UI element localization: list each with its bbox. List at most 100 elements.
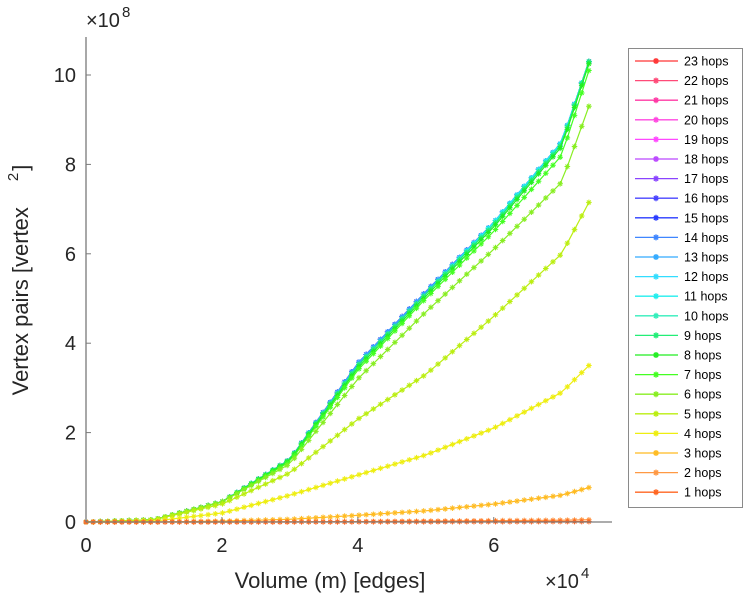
data-point-marker (435, 283, 441, 290)
data-point-marker (428, 304, 434, 311)
data-point-marker (241, 486, 247, 493)
data-point-marker (521, 216, 528, 223)
data-point-marker (384, 396, 391, 403)
legend-item: 4 hops (635, 427, 722, 441)
data-point-marker (442, 276, 449, 283)
y-tick-label: 0 (65, 512, 76, 534)
legend-marker-icon (653, 273, 659, 280)
series-line (85, 61, 590, 523)
data-point-marker (370, 467, 377, 474)
data-point-marker (578, 213, 585, 219)
data-point-marker (370, 406, 377, 412)
x-multiplier-exp: 4 (581, 565, 589, 582)
data-point-marker (320, 419, 326, 426)
legend-marker-icon (653, 97, 659, 104)
data-point-marker (471, 244, 477, 250)
data-point-marker (521, 285, 528, 292)
data-point-marker (277, 494, 283, 501)
legend-item: 22 hops (635, 74, 728, 88)
legend-marker-icon (653, 195, 659, 202)
data-point-marker (327, 480, 334, 487)
data-point-marker (298, 515, 305, 522)
legend-item: 23 hops (635, 55, 728, 69)
data-point-marker (327, 514, 334, 520)
data-point-marker (248, 482, 255, 489)
data-point-marker (384, 346, 391, 353)
series-15-hops (83, 58, 592, 525)
data-point-marker (406, 457, 413, 463)
legend-label: 3 hops (684, 447, 722, 461)
data-point-marker (313, 423, 319, 430)
data-point-marker (507, 230, 513, 237)
series-line (85, 61, 590, 523)
legend-marker-icon (653, 293, 659, 300)
data-point-marker (169, 512, 176, 519)
data-point-marker (363, 367, 369, 374)
data-point-marker (435, 447, 441, 453)
data-point-marker (413, 508, 420, 515)
data-point-marker (528, 496, 535, 502)
data-point-marker (564, 163, 571, 170)
legend-label: 4 hops (684, 427, 722, 441)
data-point-marker (262, 481, 269, 487)
series-line (85, 61, 590, 523)
data-point-marker (528, 186, 535, 193)
data-point-marker (413, 305, 420, 312)
data-point-marker (241, 504, 247, 511)
data-point-marker (442, 506, 449, 512)
series-6-hops (83, 103, 592, 525)
data-point-marker (449, 441, 456, 448)
y-tick-label: 8 (65, 154, 76, 176)
data-point-marker (528, 179, 535, 186)
data-point-marker (320, 414, 326, 420)
data-point-marker (456, 277, 463, 284)
data-point-marker (499, 218, 506, 225)
data-point-marker (334, 394, 341, 401)
data-point-marker (356, 471, 362, 478)
data-point-marker (586, 362, 592, 369)
series-20-hops (83, 58, 592, 525)
legend-marker-icon (653, 312, 659, 319)
legend-label: 13 hops (684, 251, 728, 265)
data-point-marker (499, 213, 506, 220)
data-point-marker (507, 210, 513, 217)
data-point-marker (334, 478, 341, 484)
x-multiplier: ×10 4 (545, 565, 589, 593)
data-point-marker (313, 514, 319, 521)
data-point-marker (298, 488, 305, 495)
data-point-marker (377, 511, 384, 517)
legend-item: 13 hops (635, 251, 728, 265)
data-point-marker (349, 512, 355, 519)
legend-box (628, 48, 743, 508)
data-point-marker (485, 229, 492, 236)
data-point-marker (492, 226, 499, 233)
data-point-marker (406, 382, 413, 389)
legend-item: 20 hops (635, 113, 728, 127)
data-point-marker (420, 452, 427, 459)
series-19-hops (83, 58, 592, 525)
data-point-marker (571, 104, 578, 111)
data-point-marker (392, 339, 398, 346)
legend-item: 17 hops (635, 172, 728, 186)
legend-marker-icon (653, 116, 659, 123)
data-point-marker (349, 383, 355, 390)
data-point-marker (392, 391, 398, 398)
data-point-marker (463, 336, 470, 343)
data-point-marker (356, 415, 362, 422)
data-point-marker (428, 507, 434, 514)
data-point-marker (492, 244, 499, 251)
series-21-hops (83, 58, 592, 525)
data-point-marker (485, 234, 492, 240)
data-point-marker (291, 466, 298, 473)
legend-marker-icon (653, 332, 659, 339)
data-point-marker (349, 375, 355, 381)
data-point-marker (234, 506, 240, 512)
data-point-marker (463, 435, 470, 442)
data-point-marker (571, 488, 578, 495)
legend-label: 14 hops (684, 231, 728, 245)
data-point-marker (255, 478, 262, 485)
series-layer (83, 58, 592, 525)
data-point-marker (456, 262, 463, 268)
data-point-marker (557, 252, 563, 259)
